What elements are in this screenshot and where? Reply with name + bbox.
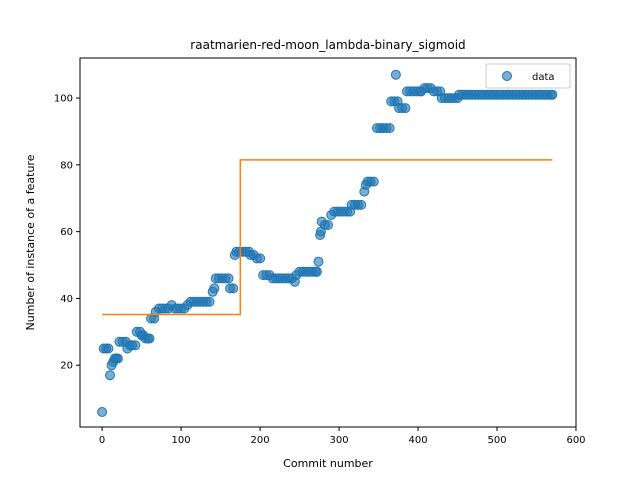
data-point-82 [313,256,324,267]
data-point-9 [112,353,123,364]
data-point-115 [400,103,411,114]
data-point-23 [144,333,155,344]
legend: data [485,63,571,89]
y-axis-label: Number of instance of a feature [24,154,37,330]
data-point-50 [223,273,234,284]
data-point-111 [390,69,401,80]
data-point-43 [204,296,215,307]
data-point-62 [255,253,266,264]
chart-title: raatmarien-red-moon_lambda-binary_sigmoi… [190,38,465,52]
legend-label-data: data [532,72,555,83]
data-point-81 [311,266,322,277]
data-point-4 [105,370,115,381]
legend-marker [502,71,512,81]
y-tick-label-60: 60 [60,227,73,238]
x-tick-label-200: 200 [251,435,270,446]
x-tick-label-600: 600 [566,435,585,446]
step-line-series-1 [102,159,553,316]
y-tick-label-20: 20 [60,361,73,372]
data-point-103 [368,176,379,187]
x-tick-label-500: 500 [487,435,506,446]
data-point-87 [323,220,333,230]
plot-frame [79,57,577,428]
x-axis-label: Commit number [283,457,373,470]
y-tick-label-40: 40 [60,294,73,305]
x-tick-label-0: 0 [99,435,105,446]
data-point-0 [97,407,108,417]
data-point-164 [547,89,558,100]
x-tick-label-400: 400 [408,435,427,446]
axes-layer: 0 100 200 300 400 500 600 20 40 60 80 100 [54,57,586,446]
data-point-16 [130,340,141,351]
series-layer [97,69,558,417]
plot-area [80,58,576,427]
data-point-52 [228,283,239,294]
data-point-45 [209,283,220,294]
data-point-108 [384,123,395,134]
y-tick-label-100: 100 [54,94,73,105]
x-tick-label-100: 100 [172,435,191,446]
data-point-98 [356,199,367,210]
legend-box [485,63,571,89]
y-tick-label-80: 80 [60,160,73,171]
x-tick-label-300: 300 [330,435,349,446]
data-point-3 [103,343,114,354]
